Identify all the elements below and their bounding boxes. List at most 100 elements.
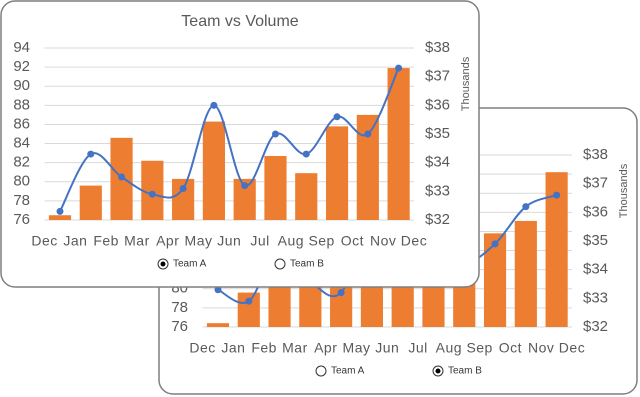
x-tick-label: Aug: [436, 340, 462, 356]
x-tick-label: Mar: [282, 340, 308, 356]
bar: [483, 233, 507, 327]
y2-axis-label: Thousands: [460, 56, 472, 111]
bar: [545, 172, 568, 327]
bar: [237, 292, 260, 327]
y2-tick-label: $37: [583, 175, 608, 192]
y2-tick-label: $37: [425, 68, 450, 85]
radio-label[interactable]: Team B: [290, 259, 324, 270]
x-tick-label: Nov: [370, 233, 396, 249]
bar: [48, 215, 72, 220]
line-marker: [56, 207, 64, 215]
x-tick-label: Sep: [308, 233, 334, 249]
y2-tick-label: $34: [425, 154, 450, 171]
radio-dot: [160, 261, 166, 267]
y-tick-label: 76: [13, 211, 30, 228]
bar: [391, 284, 414, 327]
radio-option[interactable]: Team A: [157, 258, 207, 270]
line-marker: [87, 150, 95, 158]
y-tick-label: 78: [171, 299, 188, 316]
y-tick-label: 90: [13, 77, 30, 94]
line-marker: [210, 101, 218, 109]
y-tick-label: 86: [13, 115, 30, 132]
y2-axis-label: Thousands: [618, 163, 630, 218]
y2-tick-label: $32: [425, 211, 450, 228]
x-tick-label: Aug: [278, 233, 304, 249]
y-tick-label: 78: [13, 192, 30, 209]
y-tick-label: 92: [13, 58, 30, 75]
y-tick-label: 80: [13, 173, 30, 190]
line-marker: [491, 240, 499, 248]
y2-tick-label: $34: [583, 261, 608, 278]
chart-panel: Team vs Volume 76 78 80 82 84 86 88 90 92 94 $32 $33…: [0, 0, 480, 288]
bar: [233, 178, 256, 220]
line-marker: [271, 130, 279, 138]
x-tick-label: Apr: [314, 340, 337, 356]
x-tick-label: Oct: [499, 340, 522, 356]
bar: [453, 283, 476, 327]
line-marker: [337, 289, 345, 297]
x-tick-label: Feb: [251, 340, 277, 356]
y-tick-label: 94: [13, 39, 30, 56]
y2-tick-label: $35: [583, 232, 608, 249]
line-marker: [179, 184, 187, 192]
line-marker: [241, 182, 249, 190]
line-marker: [553, 191, 561, 199]
x-tick-label: Oct: [341, 233, 364, 249]
x-tick-label: Jan: [63, 233, 87, 249]
y2-tick-label: $36: [425, 96, 450, 113]
radio-option[interactable]: Team A: [315, 365, 365, 377]
radio-label[interactable]: Team A: [173, 259, 207, 270]
radio-button[interactable]: [274, 258, 286, 270]
line-marker: [333, 113, 341, 121]
radio-label[interactable]: Team B: [448, 366, 482, 377]
bar: [264, 155, 287, 220]
line-marker: [364, 130, 372, 138]
bar: [514, 220, 537, 327]
bar: [202, 121, 225, 220]
bar: [330, 279, 353, 327]
line-marker: [245, 297, 253, 305]
bar: [141, 160, 164, 220]
x-tick-label: Dec: [189, 340, 215, 356]
y2-tick-label: $36: [583, 203, 608, 220]
bar: [79, 185, 102, 220]
line-marker: [395, 64, 403, 72]
x-tick-label: Dec: [401, 233, 427, 249]
x-tick-label: Mar: [124, 233, 150, 249]
x-tick-label: May: [343, 340, 371, 356]
x-tick-label: Dec: [31, 233, 57, 249]
x-tick-label: Jul: [250, 233, 269, 249]
y-tick-label: 88: [13, 96, 30, 113]
x-tick-label: Jun: [217, 233, 241, 249]
y2-tick-label: $33: [425, 182, 450, 199]
y2-tick-label: $38: [425, 39, 450, 56]
bar: [387, 68, 410, 220]
y2-tick-label: $35: [425, 125, 450, 142]
bar: [295, 173, 318, 220]
x-tick-label: Jan: [221, 340, 245, 356]
radio-option[interactable]: Team B: [274, 258, 324, 270]
y2-tick-label: $33: [583, 289, 608, 306]
y2-tick-label: $38: [583, 146, 608, 163]
bar: [356, 114, 379, 220]
bar: [206, 323, 230, 327]
radio-button[interactable]: [315, 365, 327, 377]
line-marker: [522, 203, 530, 211]
radio-option[interactable]: Team B: [432, 365, 482, 377]
radio-dot: [435, 368, 441, 374]
line-marker: [118, 173, 126, 181]
bar: [172, 178, 195, 220]
line-marker: [302, 150, 310, 158]
x-tick-label: Jun: [375, 340, 399, 356]
line-marker: [148, 190, 156, 198]
chart-title: Team vs Volume: [181, 13, 298, 30]
x-tick-label: Dec: [559, 340, 585, 356]
y2-tick-label: $32: [583, 318, 608, 335]
radio-label[interactable]: Team A: [331, 366, 365, 377]
x-tick-label: May: [185, 233, 213, 249]
y-tick-label: 84: [13, 135, 30, 152]
x-tick-label: Jul: [408, 340, 427, 356]
y-tick-label: 76: [171, 318, 188, 335]
bar: [325, 126, 349, 220]
